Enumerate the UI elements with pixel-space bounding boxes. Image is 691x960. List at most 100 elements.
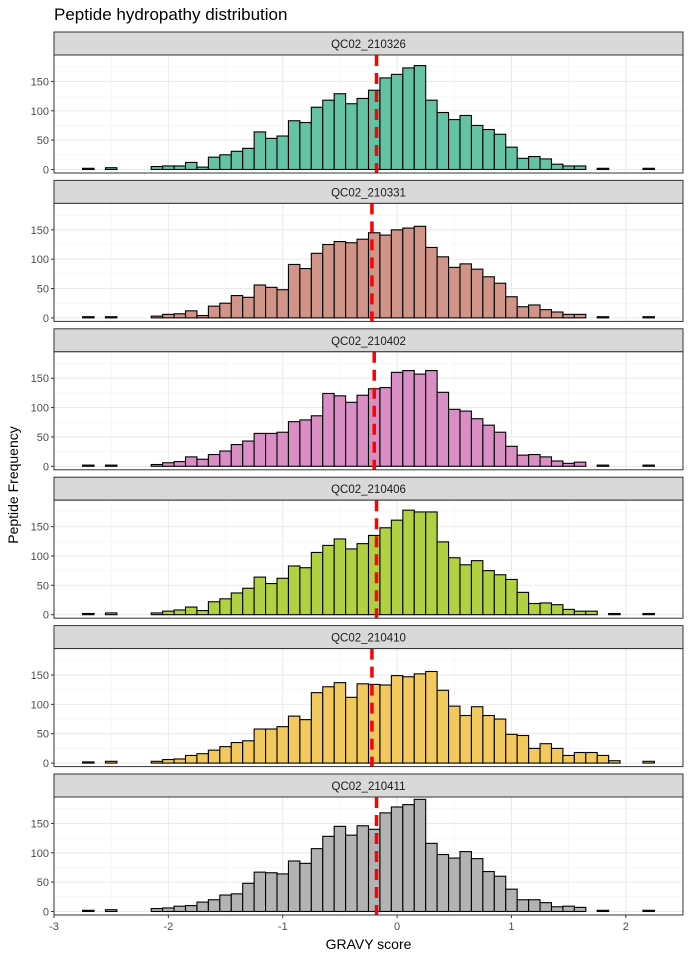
facet-panel: QC02_210410 0 50 100 150 <box>31 625 684 770</box>
histogram-bar <box>276 135 289 171</box>
histogram-bar <box>562 165 575 171</box>
histogram-bar <box>528 602 541 616</box>
histogram-bar <box>310 252 324 319</box>
histogram-bar <box>242 740 255 764</box>
histogram-bar <box>573 610 587 616</box>
histogram-bar <box>219 598 232 616</box>
facet-panel: QC02_210406 0 50 100 150 <box>31 476 684 622</box>
histogram-bar <box>184 754 198 764</box>
histogram-bar <box>539 456 553 467</box>
histogram-bar <box>642 167 655 171</box>
histogram-bar <box>184 606 198 616</box>
histogram-bar <box>379 684 392 764</box>
histogram-bar <box>402 227 415 319</box>
histogram-bar <box>162 907 175 913</box>
histogram-bar <box>104 167 118 171</box>
histogram-bar <box>505 146 518 171</box>
histogram-bar <box>402 676 415 764</box>
histogram-bar <box>345 103 358 171</box>
histogram-bar <box>287 120 301 171</box>
histogram-bar <box>482 714 495 764</box>
histogram-bar <box>390 73 404 171</box>
histogram-bar <box>539 602 553 616</box>
histogram-bar <box>562 313 575 319</box>
histogram-bar <box>230 592 244 616</box>
histogram-bar <box>356 238 370 319</box>
histogram-bar <box>310 106 324 171</box>
histogram-bar <box>505 296 518 319</box>
y-axis: 0 50 100 150 <box>31 225 54 325</box>
histogram-bar <box>322 835 335 913</box>
histogram-bar <box>150 315 164 319</box>
histogram-bar <box>276 431 289 467</box>
histogram-bar <box>379 812 392 913</box>
histogram-bar <box>82 909 95 913</box>
histogram-bar <box>550 163 564 171</box>
histogram-bar <box>196 314 209 319</box>
histogram-bar <box>539 309 553 319</box>
histogram-bar <box>550 747 564 764</box>
histogram-bar <box>150 165 164 171</box>
histogram-bar <box>253 871 267 913</box>
histogram-bar <box>299 121 312 171</box>
histogram-bar <box>413 65 427 171</box>
histogram-bar <box>345 401 358 467</box>
histogram-bar <box>573 906 587 913</box>
histogram-bar <box>219 746 232 764</box>
histogram-bar <box>482 570 495 616</box>
histogram-bar <box>299 419 312 467</box>
histogram-bar <box>276 726 289 764</box>
histogram-bar <box>287 860 301 913</box>
x-axis-label: GRAVY score <box>326 936 412 952</box>
histogram-bar <box>436 111 450 171</box>
histogram-bar <box>345 242 358 319</box>
histogram-bar <box>265 137 278 171</box>
y-tick-label: 0 <box>43 906 49 918</box>
histogram-bar <box>196 901 209 913</box>
histogram-bar <box>253 284 267 319</box>
histogram-bar <box>562 754 575 764</box>
histogram-bar <box>173 758 187 764</box>
histogram-bar <box>242 440 255 467</box>
histogram-bar <box>379 387 392 467</box>
histogram-bar <box>82 761 95 764</box>
histogram-bar <box>104 909 118 913</box>
histogram-bar <box>425 670 438 764</box>
histogram-bar <box>207 156 221 171</box>
y-tick-label: 0 <box>43 313 49 325</box>
histogram-bar <box>505 445 518 467</box>
facet-strip-label: QC02_210406 <box>331 484 406 496</box>
histogram-bar <box>196 166 209 171</box>
histogram-bar <box>573 313 587 319</box>
histogram-bar <box>516 899 530 913</box>
histogram-bar <box>516 306 530 319</box>
facet-panel: QC02_210411 0 50 100 150 <box>31 773 684 918</box>
histogram-bar <box>207 453 221 467</box>
x-tick-label: -1 <box>278 921 288 933</box>
histogram-bar <box>459 263 472 319</box>
histogram-bar <box>505 888 518 913</box>
y-tick-label: 50 <box>37 729 49 741</box>
histogram-bar <box>528 304 541 319</box>
histogram-bar <box>448 705 461 764</box>
x-axis: -3 -2 -1 0 1 2 <box>49 915 629 933</box>
histogram-bar <box>585 610 598 616</box>
histogram-bar <box>230 150 244 171</box>
histogram-bar <box>333 538 347 616</box>
histogram-bar <box>173 609 187 616</box>
histogram-bar <box>482 424 495 467</box>
histogram-bar <box>425 511 438 616</box>
histogram-bar <box>390 229 404 319</box>
histogram-bar <box>573 461 587 467</box>
histogram-bar <box>402 509 415 616</box>
histogram-bar <box>573 751 587 764</box>
histogram-bar <box>104 612 118 616</box>
histogram-bar <box>196 458 209 467</box>
histogram-bar <box>173 461 187 467</box>
histogram-bar <box>345 696 358 764</box>
histogram-bar <box>425 370 438 467</box>
histogram-bar <box>82 167 95 171</box>
histogram-bar <box>322 686 335 764</box>
histogram-bar <box>333 93 347 171</box>
x-tick-label: 0 <box>394 921 400 933</box>
